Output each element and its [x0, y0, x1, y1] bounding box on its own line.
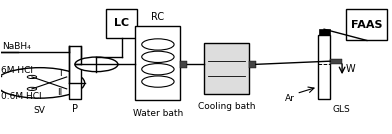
Text: Ar: Ar [285, 94, 294, 103]
Text: P: P [72, 104, 78, 114]
Bar [249, 61, 256, 68]
Circle shape [75, 57, 118, 72]
Text: LC: LC [114, 18, 129, 28]
Bar [69, 46, 81, 99]
Text: 6M HCl: 6M HCl [1, 66, 33, 75]
Bar [204, 43, 249, 94]
Ellipse shape [142, 51, 174, 62]
Bar [180, 61, 187, 68]
Bar [330, 59, 342, 64]
Bar [106, 9, 138, 38]
Text: I: I [59, 69, 61, 78]
Circle shape [0, 68, 85, 98]
Text: W: W [346, 64, 356, 74]
Text: II: II [57, 88, 63, 97]
Bar [319, 29, 330, 35]
Text: GLS: GLS [332, 105, 350, 114]
Ellipse shape [142, 64, 174, 75]
Bar [136, 26, 180, 100]
Text: FAAS: FAAS [351, 20, 383, 30]
Text: Water bath: Water bath [133, 109, 183, 118]
Text: Cooling bath: Cooling bath [198, 102, 255, 111]
Ellipse shape [142, 76, 174, 87]
Text: 0.6M HCl: 0.6M HCl [1, 92, 41, 101]
Text: NaBH₄: NaBH₄ [2, 42, 31, 51]
Text: SV: SV [34, 106, 46, 115]
Bar [318, 35, 330, 99]
Bar [347, 9, 387, 40]
Text: RC: RC [151, 12, 165, 22]
Ellipse shape [142, 39, 174, 50]
